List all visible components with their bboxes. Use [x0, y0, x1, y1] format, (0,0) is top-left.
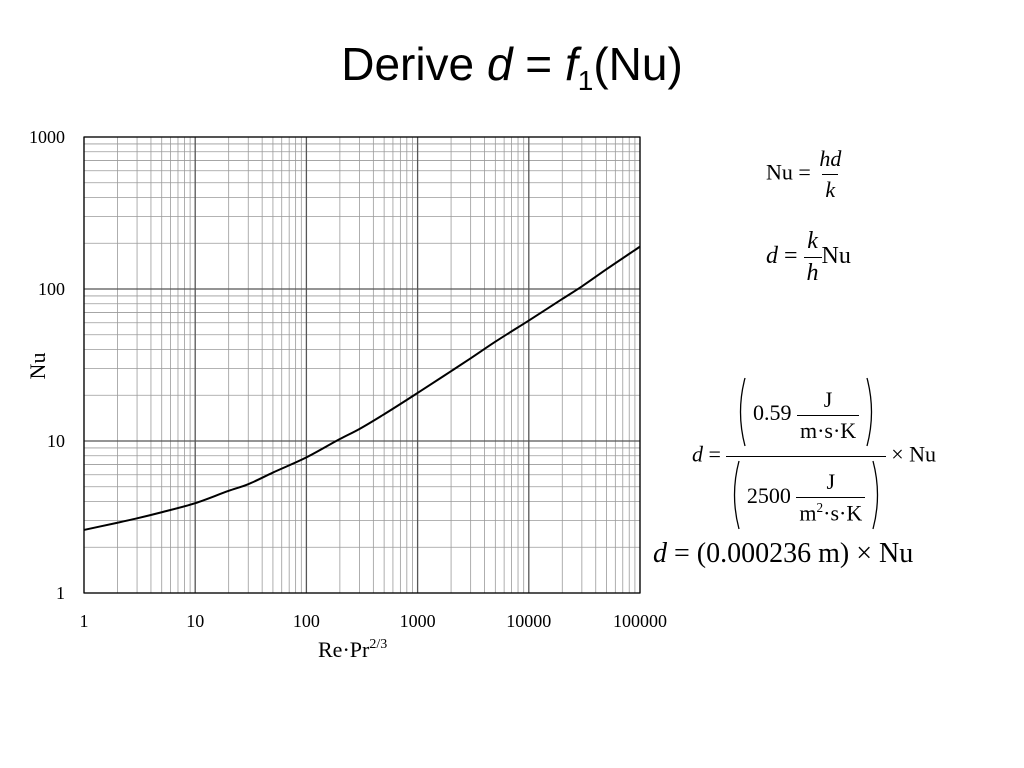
series-line: [83, 245, 641, 531]
eq3-num-value: 0.59: [752, 400, 792, 426]
eq3-den-unit-m: m: [799, 500, 817, 526]
eq4-lhs: d: [653, 538, 667, 569]
eq2-lhs: d: [766, 243, 778, 270]
plot-frame: [83, 136, 641, 594]
eq3-num-unit-numerator: J: [823, 386, 833, 412]
right-paren-icon: [865, 376, 877, 454]
eq4-rest: = (0.000236 m) × Nu: [667, 538, 914, 569]
title-variable: d: [486, 38, 513, 90]
eq1-denominator: k: [822, 174, 839, 203]
x-axis-label-sup: 2/3: [369, 637, 387, 652]
eq1-numerator: hd: [819, 146, 842, 171]
y-tick-label: 1: [56, 583, 65, 603]
eq1-operator: =: [798, 159, 811, 185]
slide-title: Derive d = f1(Nu): [0, 34, 1024, 96]
y-tick-labels: 1 10 100 1000: [29, 127, 65, 603]
left-paren-icon: [729, 459, 741, 537]
x-tick-label: 10000: [506, 611, 551, 631]
y-tick-label: 100: [38, 279, 65, 299]
minor-gridlines: [84, 137, 640, 593]
title-equals: =: [512, 38, 565, 90]
y-axis-label: Nu: [25, 353, 50, 380]
eq3-den-unit-denominator: m2·s·K: [796, 497, 866, 526]
right-paren-icon: [871, 459, 883, 537]
eq1-lhs: Nu: [766, 159, 793, 185]
title-prefix: Derive: [341, 38, 487, 90]
eq2-numerator: k: [807, 228, 818, 254]
x-tick-label: 100: [293, 611, 320, 631]
eq2-rhs: Nu: [821, 243, 851, 270]
eq2-denominator: h: [803, 257, 822, 287]
eq1-fraction: hd k: [816, 146, 844, 203]
eq3-lhs: d: [692, 441, 703, 467]
x-axis-label: Re·Pr2/3: [318, 637, 387, 662]
y-tick-label: 1000: [29, 127, 65, 147]
equation-d-from-nu: d = k h Nu: [766, 228, 851, 287]
eq3-rhs: × Nu: [891, 441, 937, 467]
x-tick-label: 100000: [613, 611, 667, 631]
eq3-num-unit-denominator: m·s·K: [796, 414, 860, 444]
equation-nu-definition: Nu = hd k: [766, 146, 844, 203]
x-axis-label-main: Re·Pr: [318, 637, 370, 662]
title-function: f: [564, 38, 578, 90]
x-tick-label: 1: [80, 611, 89, 631]
x-tick-label: 1000: [400, 611, 436, 631]
eq2-operator: =: [784, 243, 798, 270]
equation-d-result: d = (0.000236 m) × Nu: [653, 538, 913, 570]
x-tick-label: 10: [186, 611, 204, 631]
eq3-den-unit-exponent: 2: [816, 500, 824, 516]
title-subscript: 1: [577, 65, 594, 96]
eq3-den-unit-rest: ·s·K: [823, 500, 863, 526]
title-argument: (Nu): [593, 38, 683, 90]
left-paren-icon: [735, 376, 747, 454]
x-tick-labels: 1 10 100 1000 10000 100000: [80, 611, 668, 631]
y-tick-label: 10: [47, 431, 65, 451]
eq3-den-value: 2500: [746, 483, 791, 509]
major-gridlines: [83, 136, 641, 594]
eq3-operator: =: [708, 441, 721, 467]
eq3-den-unit-numerator: J: [826, 469, 836, 495]
